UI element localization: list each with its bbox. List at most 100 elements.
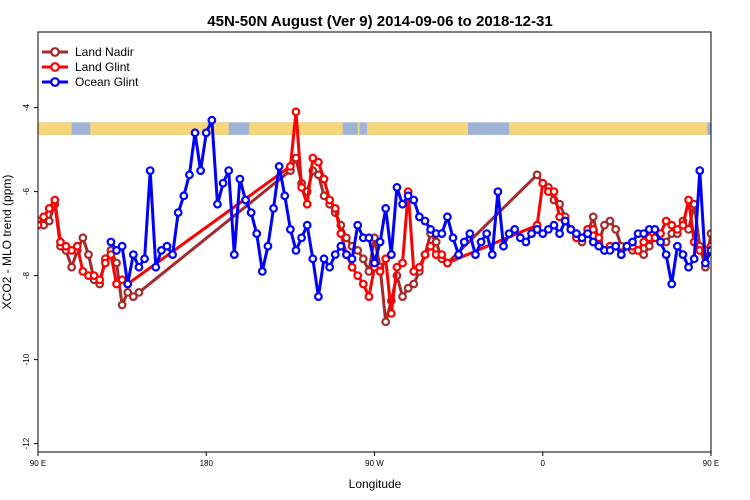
data-point <box>633 245 643 255</box>
data-point <box>695 166 705 176</box>
data-point <box>252 229 262 239</box>
data-point <box>437 250 447 260</box>
data-point <box>117 300 127 310</box>
data-point <box>443 258 452 268</box>
data-point <box>241 195 250 205</box>
data-point <box>218 178 228 188</box>
data-point <box>730 255 737 262</box>
data-point <box>672 224 682 234</box>
data-point <box>100 258 110 268</box>
y-tick-label: -12 <box>22 437 31 449</box>
data-point <box>588 237 598 247</box>
data-point <box>403 191 413 201</box>
data-point <box>431 237 441 247</box>
data-point <box>173 208 183 218</box>
data-point <box>330 203 340 213</box>
data-point <box>285 224 295 234</box>
data-point <box>414 212 424 222</box>
data-point <box>713 243 720 250</box>
land-segment <box>367 122 468 135</box>
data-point <box>330 250 340 260</box>
data-point <box>106 250 116 260</box>
data-point <box>325 195 335 205</box>
data-point <box>274 161 284 171</box>
data-point <box>179 191 189 201</box>
data-point <box>89 271 99 281</box>
data-point <box>667 279 677 289</box>
y-tick-label: -6 <box>22 187 31 195</box>
data-point <box>700 258 710 268</box>
x-tick-label: 90 E <box>703 459 719 468</box>
data-point <box>420 216 430 226</box>
data-point <box>168 250 178 260</box>
data-point <box>381 317 391 327</box>
data-point <box>392 262 402 272</box>
legend-label: Land Nadir <box>75 45 134 59</box>
data-point <box>639 250 649 260</box>
data-point <box>532 224 542 234</box>
x-tick-label: 0 <box>541 459 546 468</box>
data-point <box>465 229 475 239</box>
land-segment <box>720 122 750 135</box>
data-point <box>555 229 564 239</box>
x-axis: 90 E 180 90 W 0 90 E <box>30 452 719 468</box>
data-point <box>549 220 559 230</box>
data-point <box>314 292 323 302</box>
data-point <box>381 203 391 213</box>
data-point <box>403 283 413 293</box>
data-point <box>117 241 127 251</box>
data-point <box>78 267 88 276</box>
data-point <box>678 250 688 260</box>
data-point <box>370 258 379 268</box>
data-point <box>224 166 234 176</box>
data-point <box>605 216 615 226</box>
data-point <box>314 157 323 167</box>
data-point <box>280 191 290 201</box>
data-point <box>364 233 374 243</box>
data-point <box>347 262 357 272</box>
data-point <box>538 229 548 239</box>
data-point <box>454 250 464 260</box>
data-point <box>566 224 576 234</box>
data-point <box>375 267 385 276</box>
data-point <box>213 199 222 209</box>
x-tick-label: 180 <box>200 459 214 468</box>
data-point <box>196 166 206 176</box>
data-point <box>650 224 660 234</box>
data-point <box>128 250 138 260</box>
data-point <box>719 272 726 279</box>
land-segment <box>509 122 708 135</box>
data-point <box>426 224 435 234</box>
data-point <box>736 243 743 250</box>
data-point <box>628 237 637 247</box>
data-point <box>493 187 503 197</box>
data-point <box>302 220 312 230</box>
data-point <box>112 279 121 289</box>
data-point <box>381 254 391 264</box>
data-point <box>44 216 54 226</box>
data-point <box>639 237 649 247</box>
data-point <box>67 262 77 272</box>
data-point <box>741 239 748 246</box>
data-point <box>134 288 144 297</box>
data-point <box>409 267 419 276</box>
y-tick-label: -4 <box>22 103 31 111</box>
data-point <box>459 237 469 247</box>
data-point <box>386 250 396 260</box>
data-point <box>725 255 732 262</box>
data-point <box>543 224 553 234</box>
data-point <box>605 245 615 255</box>
data-point <box>706 229 711 238</box>
data-point <box>364 292 374 302</box>
data-point <box>560 216 570 226</box>
data-point <box>426 241 435 251</box>
land-segment <box>357 122 360 135</box>
data-point <box>521 237 531 247</box>
data-point <box>145 166 155 176</box>
legend-marker <box>50 77 60 87</box>
data-point <box>308 254 318 264</box>
data-point <box>353 271 363 281</box>
data-point <box>572 229 581 239</box>
